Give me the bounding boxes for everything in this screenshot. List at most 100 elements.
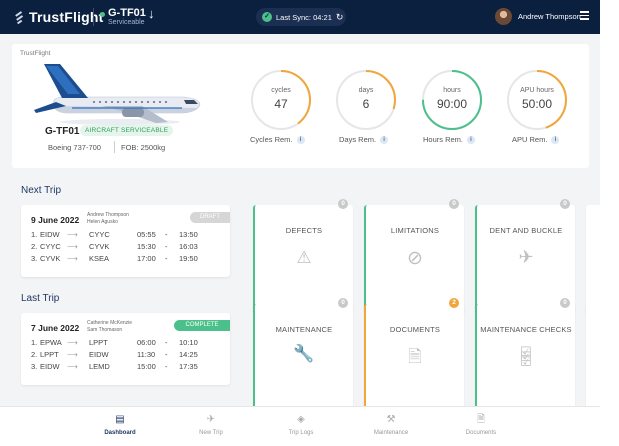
nav-label: Trip Logs: [288, 430, 314, 436]
sync-status[interactable]: ✓ Last Sync: 04:21 ↻: [256, 8, 346, 26]
trustflight-logo-icon: [15, 10, 23, 24]
trip-crew: Catherine McKenzie Sam Thomason: [87, 320, 132, 334]
nav-new-trip[interactable]: ✈ New Trip: [181, 413, 241, 436]
leg-arrival: 13:50: [179, 230, 198, 239]
maintenance-count-badge: 0: [338, 298, 348, 308]
header-divider: [93, 8, 94, 26]
leg-destination: CYVK: [89, 242, 110, 251]
leg-time-separator: -: [165, 362, 168, 371]
arrow-right-icon: ⟶: [67, 338, 78, 347]
leg-arrival: 17:35: [179, 362, 198, 371]
leg-destination: KSEA: [89, 254, 110, 263]
tile-label: DOCUMENTS: [389, 325, 441, 334]
crew-member: Helen Agusko: [87, 219, 118, 225]
tile-limitations[interactable]: LIMITATIONS ⊘: [364, 205, 464, 314]
nav-documents[interactable]: 🗎 Documents: [451, 413, 511, 436]
gauge-value: 47: [274, 97, 288, 111]
defects-count-badge: 0: [338, 199, 348, 209]
leg-origin: EIDW: [40, 362, 60, 371]
leg-number: 1.: [31, 338, 38, 347]
crew-member: Catherine McKenzie: [87, 320, 133, 326]
crew-member: Andrew Thompson: [87, 212, 129, 218]
tile-partial[interactable]: [586, 304, 600, 413]
user-profile[interactable]: Andrew Thompson: [495, 8, 581, 25]
nav-label: Documents: [465, 430, 497, 436]
leg-number: 2.: [31, 242, 38, 251]
leg-destination: CYYC: [89, 230, 110, 239]
gauge-value: 6: [362, 97, 370, 111]
refresh-icon[interactable]: ↻: [335, 11, 344, 22]
aircraft-status: Serviceable: [108, 19, 145, 26]
nav-dashboard[interactable]: ▤ Dashboard: [90, 413, 150, 436]
hours-remaining-label: Hours Rem. i: [423, 135, 476, 145]
tile-maintenance[interactable]: MAINTENANCE 🔧: [253, 304, 353, 413]
wrench-icon: 🔧: [293, 344, 315, 363]
nav-label: Dashboard: [104, 430, 136, 436]
card-brand-label: TrustFlight: [20, 50, 51, 57]
leg-time-separator: -: [165, 242, 168, 251]
nav-trip-logs[interactable]: ◈ Trip Logs: [271, 413, 331, 436]
tile-maintenance-checks[interactable]: MAINTENANCE CHECKS ☑ ☑ ☑: [475, 304, 575, 413]
arrow-right-icon: ⟶: [67, 230, 78, 239]
leg-destination: EIDW: [89, 350, 109, 359]
leg-number: 2.: [31, 350, 38, 359]
aircraft-registration-label: G-TF01: [45, 126, 80, 137]
sync-label: Last Sync: 04:21: [276, 12, 332, 22]
avatar: [495, 8, 512, 25]
tile-label: LIMITATIONS: [390, 226, 440, 235]
apu-hours-gauge[interactable]: APU hours 50:00: [506, 69, 568, 131]
tile-defects[interactable]: DEFECTS ⚠: [253, 205, 353, 314]
leg-origin: CYYC: [40, 242, 61, 251]
leg-departure: 05:55: [137, 230, 156, 239]
nav-maintenance[interactable]: ⚒ Maintenance: [361, 413, 421, 436]
document-icon: 🗎: [408, 347, 422, 366]
leg-departure: 06:00: [137, 338, 156, 347]
aircraft-info-divider: [114, 141, 115, 153]
leg-time-separator: -: [165, 350, 168, 359]
tile-documents[interactable]: DOCUMENTS 🗎: [364, 304, 464, 413]
gauge-unit: APU hours: [520, 87, 554, 94]
trip-crew: Andrew Thompson Helen Agusko: [87, 212, 129, 226]
arrow-right-icon: ⟶: [67, 254, 78, 263]
aircraft-image: [34, 64, 201, 125]
checklist-icon: ☑ ☑ ☑: [520, 344, 532, 369]
info-icon[interactable]: i: [296, 136, 305, 145]
last-trip-card[interactable]: 7 June 2022 Catherine McKenzie Sam Thoma…: [21, 313, 230, 385]
status-dot: [100, 12, 105, 17]
leg-arrival: 16:03: [179, 242, 198, 251]
gauge-label-text: Cycles Rem.: [250, 135, 293, 144]
leg-destination: LPPT: [89, 338, 108, 347]
documents-count-badge: 2: [449, 298, 459, 308]
hours-gauge[interactable]: hours 90:00: [421, 69, 483, 131]
fuel-on-board: FOB: 2500kg: [121, 143, 166, 152]
info-icon[interactable]: i: [380, 136, 389, 145]
gauge-value: 90:00: [436, 97, 468, 111]
arrow-right-icon: ⟶: [67, 242, 78, 251]
gauge-unit: hours: [443, 87, 461, 94]
next-trip-card[interactable]: 9 June 2022 Andrew Thompson Helen Agusko…: [21, 205, 230, 277]
leg-departure: 11:30: [137, 350, 156, 359]
days-gauge[interactable]: days 6: [335, 69, 397, 131]
cycles-gauge[interactable]: cycles 47: [250, 69, 312, 131]
airplane-icon: ✈: [518, 247, 534, 267]
plane-icon: ✈: [206, 414, 216, 425]
aircraft-type: Boeing 737-700: [48, 143, 101, 152]
tile-partial[interactable]: [586, 205, 600, 314]
next-trip-title: Next Trip: [21, 185, 62, 196]
arrow-down-icon[interactable]: ↓: [148, 6, 155, 21]
layers-icon: ◈: [297, 414, 305, 425]
tile-label: DEFECTS: [285, 226, 323, 235]
check-icon: ✓: [262, 12, 272, 22]
brand-name: TrustFlight: [29, 9, 104, 25]
info-icon[interactable]: i: [551, 136, 560, 145]
gauge-label-text: APU Rem.: [512, 135, 548, 144]
leg-destination: LEMD: [89, 362, 110, 371]
leg-arrival: 10:10: [179, 338, 198, 347]
arrow-right-icon: ⟶: [67, 362, 78, 371]
tile-dent-and-buckle[interactable]: DENT AND BUCKLE ✈: [475, 205, 575, 314]
top-bar: TrustFlight G-TF01 Serviceable ↓ ✓ Last …: [0, 0, 600, 34]
brand-logo[interactable]: TrustFlight: [15, 9, 104, 25]
wrench-icon: ⚒: [386, 414, 396, 425]
hamburger-menu-icon[interactable]: [580, 11, 589, 20]
info-icon[interactable]: i: [467, 136, 476, 145]
